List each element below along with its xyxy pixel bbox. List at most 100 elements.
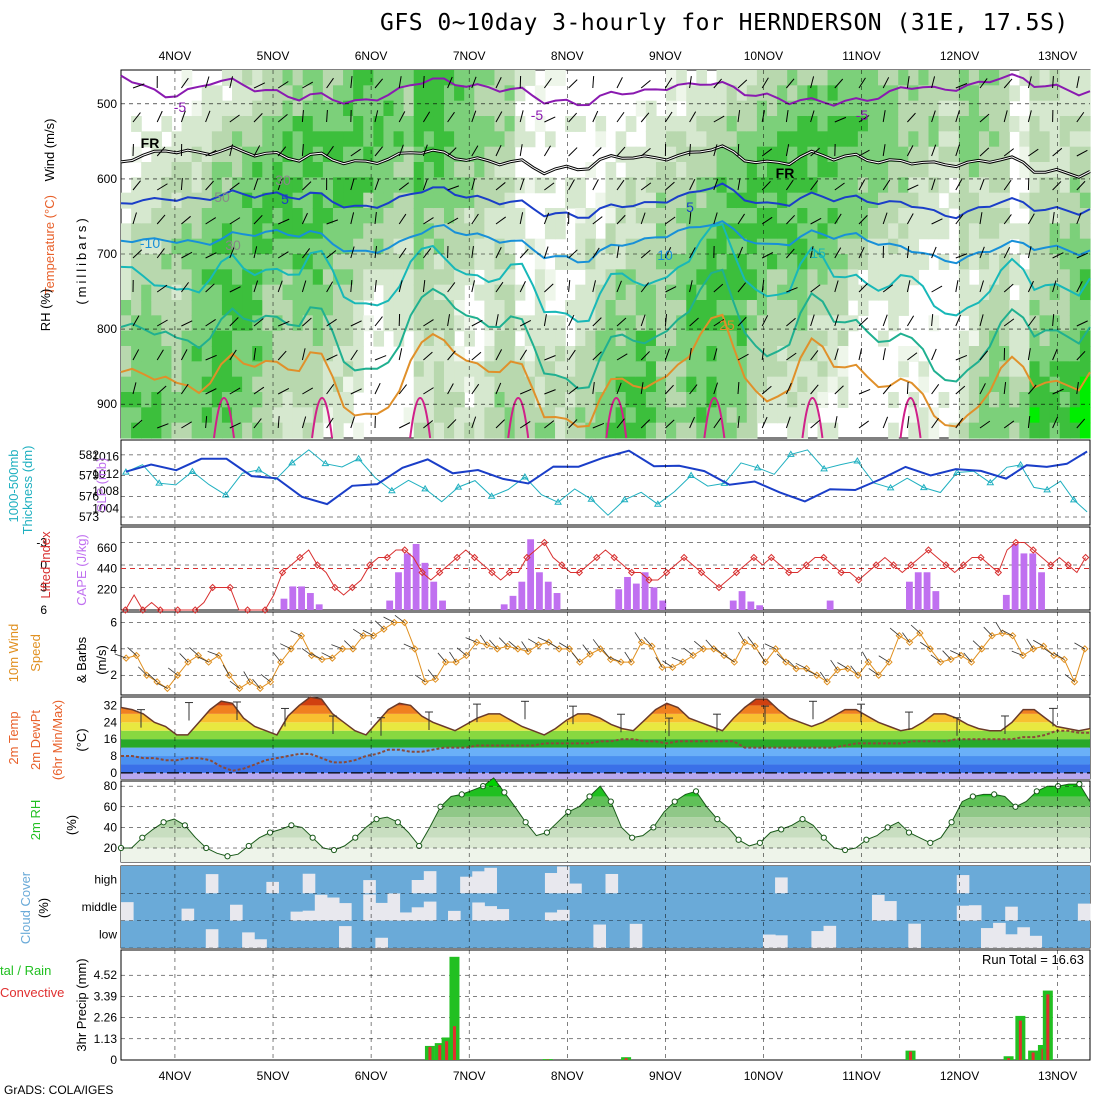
rh-cell [201, 100, 213, 117]
wind10-barb [189, 647, 199, 656]
wind-barb [786, 248, 795, 259]
rh-cell [242, 131, 253, 148]
wind-barb [544, 420, 555, 429]
rh-cell [272, 70, 284, 86]
rh-cell [454, 422, 465, 439]
rh-cell [363, 131, 374, 148]
rh-cell [393, 284, 405, 301]
rh-cell [211, 162, 223, 178]
rh-cell [676, 284, 687, 301]
rh-cell [726, 100, 738, 117]
wind-barb [1052, 416, 1058, 429]
ytick-li: 0 [40, 558, 47, 572]
wind-barb [858, 77, 866, 89]
rh-cell [746, 284, 758, 301]
wind-barb [471, 319, 483, 327]
rh-cell [928, 162, 940, 178]
wind10-barb [558, 642, 570, 650]
wind-barb [568, 112, 578, 123]
cape-bar [641, 572, 649, 610]
rh-cell [827, 208, 839, 224]
date-label-bottom: 10NOV [744, 1069, 783, 1083]
rh-cell [1019, 238, 1031, 255]
rh-cell [807, 116, 819, 132]
rh-cell [403, 300, 415, 316]
wind-barb [1052, 252, 1064, 259]
rh-cell [343, 346, 354, 362]
thickness-marker [820, 464, 828, 472]
rh-cell [272, 422, 284, 439]
wind-barb [689, 384, 698, 395]
wind-barb [834, 182, 845, 191]
rh-cell [605, 208, 617, 224]
cloud-cell [411, 907, 425, 921]
rh-cell [1059, 100, 1071, 117]
wind-barb [1076, 149, 1088, 157]
rh-cell [787, 376, 798, 393]
cloud-cell [980, 928, 994, 948]
rh-cell [867, 223, 879, 240]
li-marker [820, 553, 828, 562]
rh-cell [867, 70, 879, 86]
rh-cell [524, 392, 536, 408]
rh-cell [585, 300, 597, 316]
rh-cell [918, 131, 930, 148]
rh-cell [1059, 407, 1071, 424]
wind10-barb [609, 656, 622, 663]
rh-cell [232, 330, 243, 347]
rh-cell [1069, 392, 1081, 408]
rh-cell [565, 376, 576, 393]
cloud-cell [496, 909, 510, 921]
rh-cell [494, 284, 506, 301]
rh-cell [948, 70, 960, 86]
wind10-barb [156, 682, 168, 689]
rh-cell [605, 407, 617, 424]
rh-cell [989, 254, 1000, 270]
rh-cell [221, 116, 233, 132]
rh-cell [423, 407, 435, 424]
rh-cell [373, 269, 385, 286]
rh-cell [433, 116, 445, 132]
rh-cell [413, 315, 425, 332]
rh-cell [322, 223, 334, 240]
ytick-thickness: 573 [79, 510, 99, 524]
rh-cell [211, 100, 223, 117]
rh-cell [655, 300, 667, 316]
wind-barb [640, 249, 651, 259]
cloud-cell [1017, 927, 1030, 948]
wind-barb [543, 314, 547, 327]
rh-cell [252, 238, 263, 255]
rh-cell [706, 422, 718, 439]
rh-cell [1079, 223, 1091, 240]
rh-cell [948, 146, 960, 163]
rh-cell [716, 162, 728, 178]
rh-cell [141, 407, 152, 424]
rh-cell [363, 238, 374, 255]
isotherm-30 [605, 397, 628, 439]
cape-bar [826, 600, 834, 610]
rh-cell [1039, 131, 1051, 148]
wind-barb [495, 419, 505, 429]
rh-cell [211, 116, 223, 132]
wind-barb [834, 348, 839, 361]
wind10-marker [153, 678, 161, 686]
cloud-cell [484, 867, 497, 894]
rh-cell [797, 116, 808, 132]
wind-barb [592, 382, 595, 395]
cloud-cell [956, 905, 970, 921]
ylabel-precip-b: Convective [0, 985, 64, 1000]
rh-cell [363, 223, 374, 240]
rh-cell [706, 100, 718, 117]
wind10-barb [738, 631, 746, 643]
li-marker [767, 553, 776, 562]
rh-cell [948, 116, 960, 132]
rh-cell [232, 192, 243, 209]
wind10-barb [662, 660, 673, 668]
rh-cell [262, 177, 274, 194]
wind-barb [858, 317, 869, 327]
wind-barb [689, 317, 699, 327]
rh-cell [171, 146, 183, 163]
wind-barb [761, 315, 769, 327]
rh-marker [373, 816, 380, 823]
